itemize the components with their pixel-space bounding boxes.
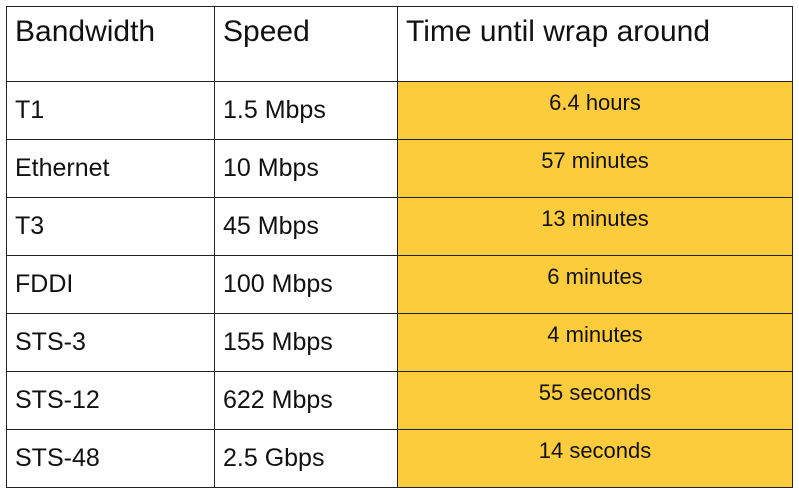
table-row: STS-3 155 Mbps 4 minutes xyxy=(6,313,793,372)
bandwidth-cell: STS-12 xyxy=(6,371,215,430)
header-bandwidth: Bandwidth xyxy=(6,6,215,82)
bandwidth-cell: T1 xyxy=(6,81,215,140)
time-cell: 13 minutes xyxy=(397,197,793,256)
table-body: T1 1.5 Mbps 6.4 hours Ethernet 10 Mbps 5… xyxy=(6,81,793,488)
time-cell: 14 seconds xyxy=(397,429,793,488)
speed-cell: 10 Mbps xyxy=(214,139,398,198)
header-row: Bandwidth Speed Time until wrap around xyxy=(6,6,793,82)
table-row: T1 1.5 Mbps 6.4 hours xyxy=(6,81,793,140)
bandwidth-cell: Ethernet xyxy=(6,139,215,198)
table-row: T3 45 Mbps 13 minutes xyxy=(6,197,793,256)
table-row: STS-48 2.5 Gbps 14 seconds xyxy=(6,429,793,488)
speed-cell: 622 Mbps xyxy=(214,371,398,430)
table-header: Bandwidth Speed Time until wrap around xyxy=(6,6,793,82)
time-cell: 6.4 hours xyxy=(397,81,793,140)
table-row: FDDI 100 Mbps 6 minutes xyxy=(6,255,793,314)
speed-cell: 155 Mbps xyxy=(214,313,398,372)
table-row: Ethernet 10 Mbps 57 minutes xyxy=(6,139,793,198)
table-row: STS-12 622 Mbps 55 seconds xyxy=(6,371,793,430)
speed-cell: 45 Mbps xyxy=(214,197,398,256)
time-cell: 6 minutes xyxy=(397,255,793,314)
time-cell: 57 minutes xyxy=(397,139,793,198)
header-speed: Speed xyxy=(214,6,398,82)
bandwidth-cell: STS-3 xyxy=(6,313,215,372)
speed-cell: 100 Mbps xyxy=(214,255,398,314)
speed-cell: 2.5 Gbps xyxy=(214,429,398,488)
time-cell: 55 seconds xyxy=(397,371,793,430)
bandwidth-cell: STS-48 xyxy=(6,429,215,488)
time-cell: 4 minutes xyxy=(397,313,793,372)
bandwidth-cell: T3 xyxy=(6,197,215,256)
wrap-around-table: Bandwidth Speed Time until wrap around T… xyxy=(6,6,793,488)
bandwidth-cell: FDDI xyxy=(6,255,215,314)
speed-cell: 1.5 Mbps xyxy=(214,81,398,140)
header-time-until-wrap-around: Time until wrap around xyxy=(397,6,793,82)
